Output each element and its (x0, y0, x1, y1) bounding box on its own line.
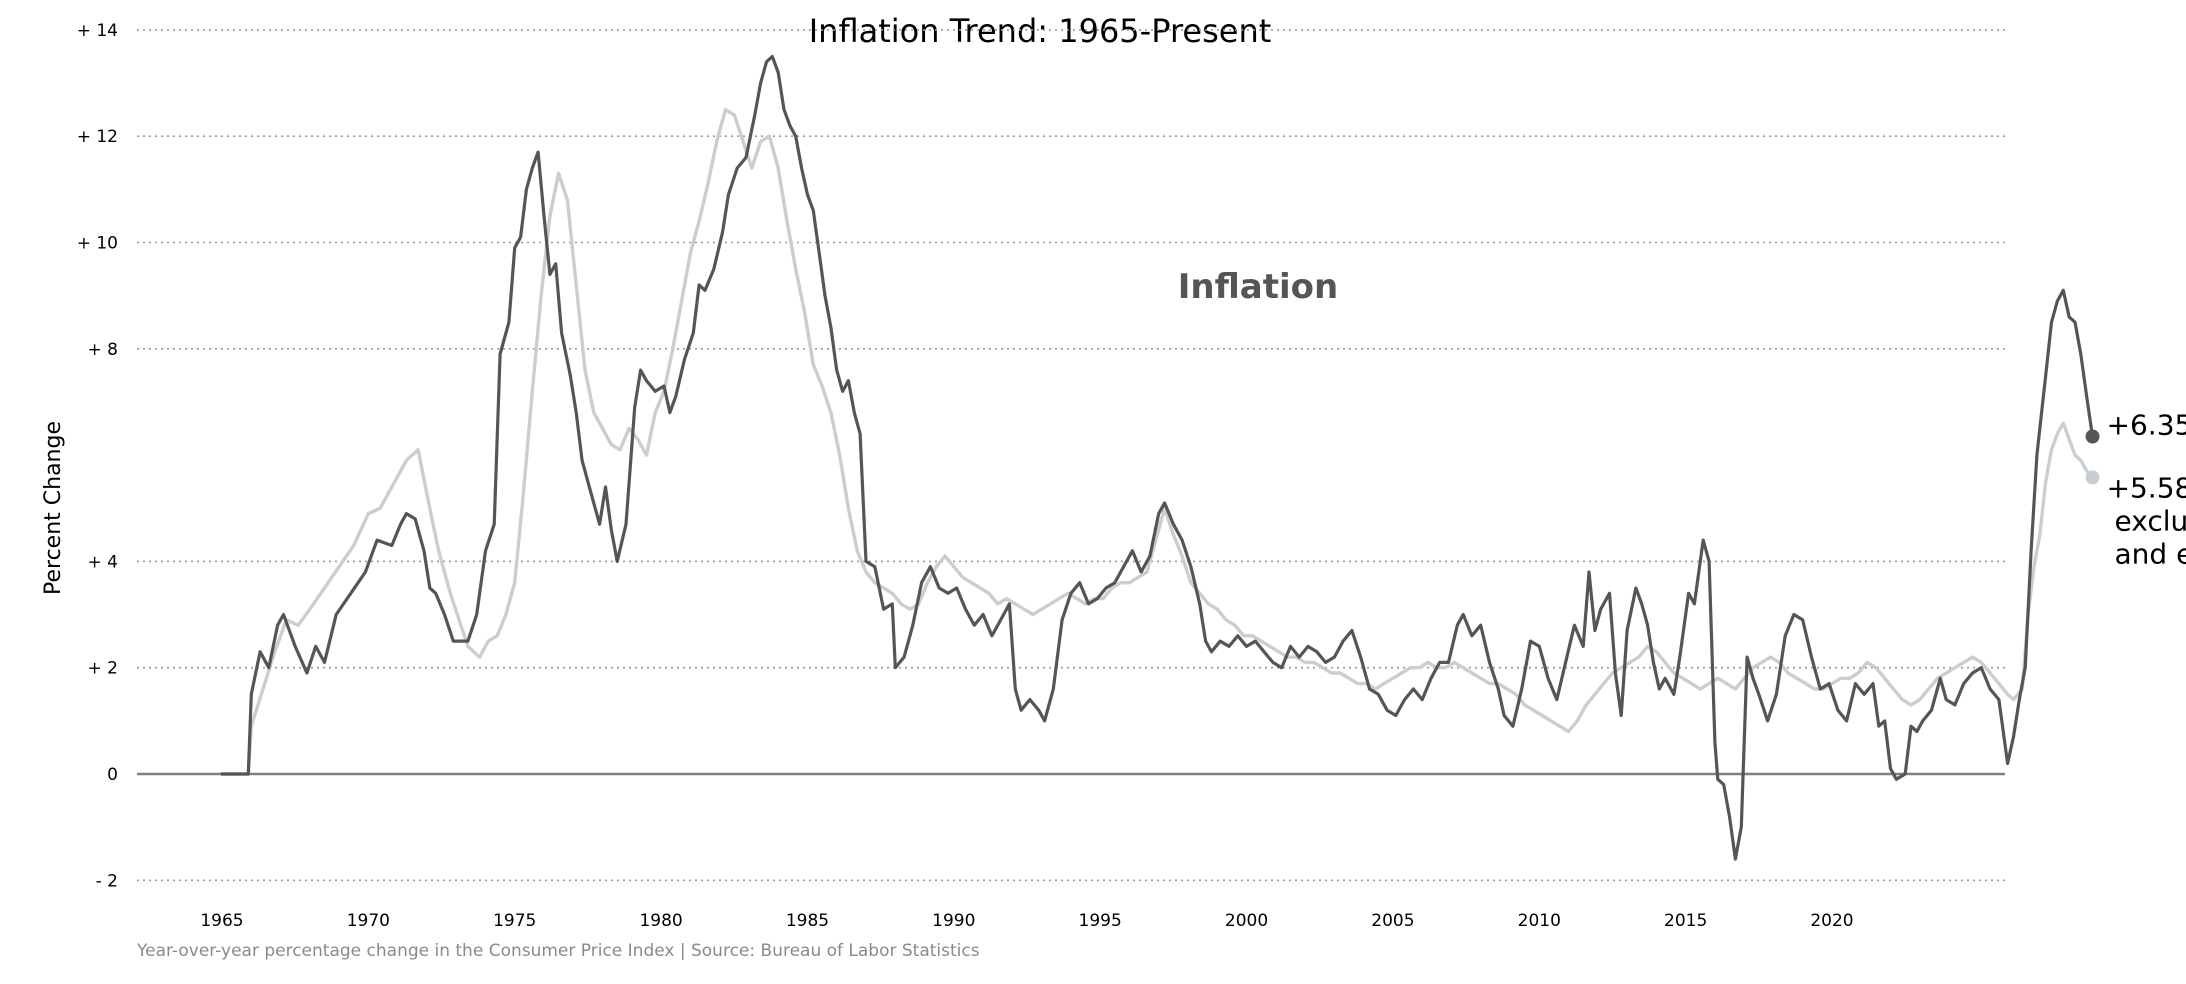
x-tick-label: 2020 (1810, 911, 1853, 931)
core-inflation-line (220, 107, 2095, 776)
y-tick-label: + 8 (88, 340, 118, 360)
x-tick-label: 2015 (1664, 911, 1707, 931)
headline-end-label: +6.35% in Jan (2107, 408, 2186, 441)
core-end-marker (2085, 470, 2100, 485)
x-tick-label: 1970 (347, 911, 390, 931)
x-tick-label: 1975 (493, 911, 536, 931)
x-tick-label: 1980 (639, 911, 682, 931)
headline-end-marker (2085, 429, 2100, 444)
y-tick-label: + 12 (77, 127, 118, 147)
y-tick-label: - 2 (96, 871, 118, 891)
center-label: Inflation (1178, 267, 1338, 307)
x-axis-ticks: 1965 1970 1975 1980 1985 1990 1995 2000 2005 2010… (200, 911, 1853, 931)
x-tick-label: 1985 (786, 911, 829, 931)
y-tick-label: + 2 (88, 659, 118, 679)
y-axis-ticks: + 14 + 12 + 10 + 8 + 4 + 2 0 - 2 (77, 21, 118, 891)
series-lines (220, 54, 2095, 861)
gridlines (137, 29, 2005, 882)
y-tick-label: 0 (107, 765, 118, 785)
chart-title: Inflation Trend: 1965-Present (809, 12, 1272, 50)
y-tick-label: + 14 (77, 21, 118, 41)
y-tick-label: + 4 (88, 552, 118, 572)
core-end-label: +5.58%excluding foodand energy (2107, 471, 2186, 570)
chart-caption: Year-over-year percentage change in the … (136, 941, 980, 961)
headline-inflation-line (220, 54, 2095, 861)
x-tick-label: 2010 (1518, 911, 1561, 931)
y-tick-label: + 10 (77, 234, 118, 254)
x-tick-label: 1990 (932, 911, 975, 931)
x-tick-label: 2000 (1225, 911, 1268, 931)
x-tick-label: 1965 (200, 911, 243, 931)
x-tick-label: 2005 (1371, 911, 1414, 931)
x-tick-label: 1995 (1079, 911, 1122, 931)
end-annotations: +6.35% in Jan +5.58%excluding foodand ene… (2085, 408, 2186, 570)
y-axis-label: Percent Change (41, 421, 66, 595)
